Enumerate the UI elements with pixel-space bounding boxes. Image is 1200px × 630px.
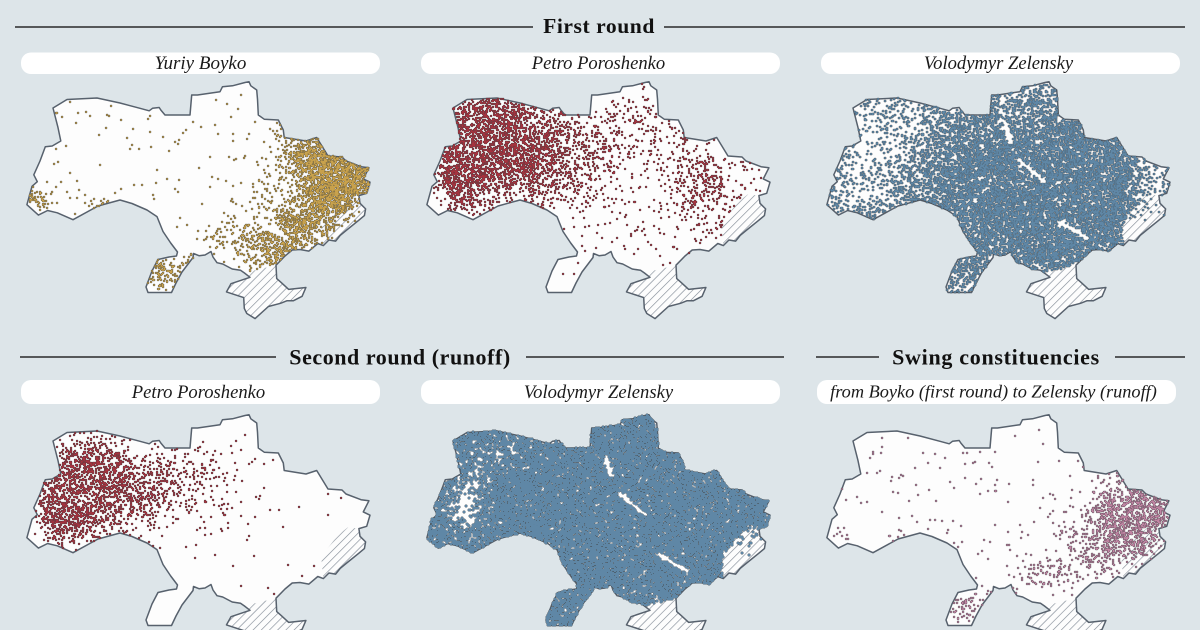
svg-text:Petro Poroshenko: Petro Poroshenko	[131, 382, 265, 403]
svg-text:Swing constituencies: Swing constituencies	[892, 345, 1100, 370]
svg-text:from Boyko (first round) to Ze: from Boyko (first round) to Zelensky (ru…	[830, 382, 1157, 403]
svg-text:First round: First round	[543, 14, 655, 38]
svg-text:Second round (runoff): Second round (runoff)	[289, 345, 510, 370]
svg-text:Volodymyr Zelensky: Volodymyr Zelensky	[524, 382, 674, 403]
svg-text:Yuriy Boyko: Yuriy Boyko	[155, 53, 247, 74]
svg-text:Petro Poroshenko: Petro Poroshenko	[531, 53, 665, 74]
svg-text:Volodymyr Zelensky: Volodymyr Zelensky	[924, 53, 1074, 74]
